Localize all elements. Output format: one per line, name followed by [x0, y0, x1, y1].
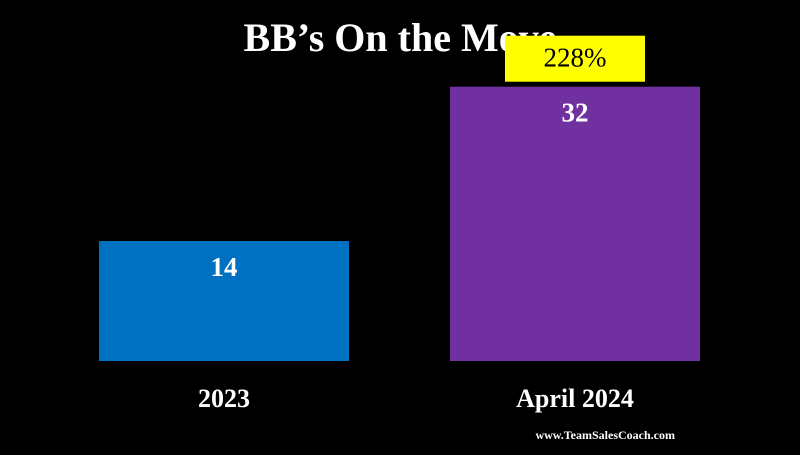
- x-tick-label-2023: 2023: [198, 384, 250, 413]
- bar-april-2024: [450, 86, 700, 361]
- footer-url: www.TeamSalesCoach.com: [535, 428, 675, 442]
- bar-2023: [99, 241, 349, 361]
- data-label-2023: 14: [211, 252, 238, 282]
- chart-title: BB’s On the Move: [243, 15, 557, 60]
- annotation-text: 228%: [544, 43, 607, 73]
- data-label-april-2024: 32: [562, 98, 589, 128]
- x-tick-label-april-2024: April 2024: [516, 384, 634, 413]
- annotation-box: [505, 35, 645, 82]
